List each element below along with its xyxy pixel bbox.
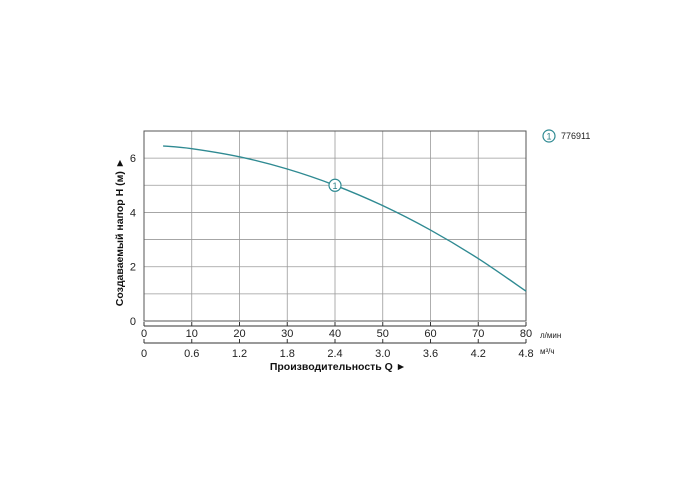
y-axis-ticks: 0 2 4 6 (130, 153, 136, 328)
x-secondary-tick-label: 3.6 (423, 348, 438, 360)
x-primary-tick-label: 10 (186, 328, 198, 340)
grid (144, 131, 526, 321)
y-tick-label: 4 (130, 207, 136, 219)
x-primary-tick-label: 20 (233, 328, 245, 340)
y-tick-label: 0 (130, 316, 136, 328)
x-secondary-tick-label: 2.4 (327, 348, 342, 360)
plot-frame (143, 130, 527, 322)
series-marker-label: 1 (332, 181, 337, 191)
x-secondary-tick-label: 4.8 (518, 348, 533, 360)
y-tick-label: 2 (130, 262, 136, 274)
x-axis-primary: 0 10 20 30 40 50 60 70 80 (141, 322, 532, 340)
legend-marker-label: 1 (546, 132, 551, 142)
x-primary-tick-label: 50 (377, 328, 389, 340)
legend: 1 776911 (542, 129, 590, 143)
x-primary-tick-label: 80 (520, 328, 532, 340)
x-secondary-tick-label: 0 (141, 348, 147, 360)
x-primary-tick-label: 70 (472, 328, 484, 340)
series-marker (328, 178, 342, 192)
x-axis-secondary: 0 0.6 1.2 1.8 2.4 3.0 3.6 4.2 4.8 (141, 339, 534, 360)
y-tick-label: 6 (130, 153, 136, 165)
series-layer: 1 (163, 145, 527, 292)
x-axis-primary-unit: л/мин (540, 331, 561, 340)
legend-marker (542, 129, 556, 143)
x-secondary-tick-label: 3.0 (375, 348, 390, 360)
x-primary-tick-label: 60 (424, 328, 436, 340)
y-axis-title: Создаваемый напор H (м) ► (114, 158, 126, 306)
x-axis-secondary-unit: м³/ч (540, 347, 555, 356)
x-secondary-tick-label: 4.2 (471, 348, 486, 360)
x-secondary-tick-label: 1.8 (280, 348, 295, 360)
legend-entry-label: 776911 (561, 131, 590, 141)
x-primary-tick-label: 30 (281, 328, 293, 340)
x-secondary-tick-label: 1.2 (232, 348, 247, 360)
x-secondary-tick-label: 0.6 (184, 348, 199, 360)
x-axis-title: Производительность Q ► (270, 361, 406, 373)
x-primary-tick-label: 40 (329, 328, 341, 340)
x-primary-tick-label: 0 (141, 328, 147, 340)
series-line (163, 145, 527, 292)
